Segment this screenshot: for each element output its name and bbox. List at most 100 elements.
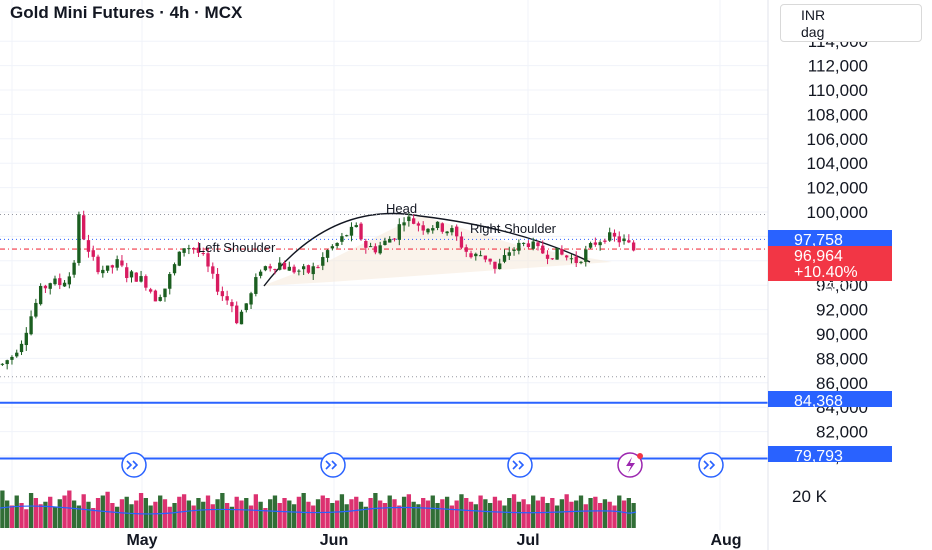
volume-bar	[378, 500, 383, 528]
volume-bar	[421, 498, 426, 528]
volume-bar	[468, 501, 474, 528]
candle-body	[148, 289, 153, 292]
candle-body	[478, 255, 483, 257]
price-tag-support-2: 79,793	[768, 446, 892, 465]
volume-ma-line	[0, 505, 637, 515]
pattern-arc	[263, 212, 591, 287]
candle-body	[373, 246, 378, 253]
candle-body	[445, 231, 449, 234]
head-and-shoulders-pattern	[262, 212, 612, 287]
candle-body	[330, 246, 335, 249]
volume-bar	[602, 499, 608, 528]
volume-bar	[244, 498, 249, 528]
price-tag-current: 96,964+10.40%02:15:32	[768, 246, 892, 297]
event-icon[interactable]	[121, 452, 147, 478]
volume-bar	[406, 494, 412, 528]
annotation-right-shoulder: Right Shoulder	[470, 221, 557, 236]
time-axis[interactable]: May Jun Jul Aug	[126, 532, 741, 549]
candle-body	[53, 278, 57, 285]
volume-bar	[129, 504, 134, 528]
volume-bar	[387, 495, 392, 528]
volume-bar	[210, 504, 215, 528]
candle-body	[268, 266, 272, 269]
candle-body	[545, 254, 550, 259]
candle-body	[521, 242, 526, 244]
candle-body	[354, 225, 358, 228]
chevron-double-right-icon	[325, 460, 338, 470]
volume-bar	[258, 501, 263, 528]
candle-body	[483, 255, 488, 260]
candle-body	[158, 297, 162, 301]
candle-body	[450, 228, 454, 233]
volume-bar	[277, 503, 282, 528]
volume-bar	[320, 495, 325, 528]
volume-bar	[86, 501, 91, 528]
time-tick-label: Aug	[710, 532, 741, 549]
candle-body	[474, 253, 478, 257]
candle-body	[368, 246, 373, 248]
currency-unit-selector[interactable]: INR dag	[780, 4, 922, 42]
candle-body	[627, 240, 631, 243]
candle-body	[388, 238, 392, 243]
volume-bar	[339, 494, 345, 528]
volume-bar	[138, 493, 144, 528]
candle-body	[225, 296, 229, 301]
event-icon[interactable]	[698, 452, 724, 478]
candle-body	[62, 282, 67, 287]
candle-body	[397, 224, 401, 240]
volume-bar	[239, 500, 244, 528]
candle-body	[598, 242, 602, 246]
candle-body	[177, 251, 181, 266]
candle-body	[125, 267, 129, 279]
candles	[0, 210, 636, 370]
volume-bar	[492, 496, 498, 528]
lightning-event-icon[interactable]	[617, 452, 643, 478]
volume-bars	[0, 490, 637, 528]
candle-body	[5, 360, 9, 365]
candle-body	[364, 240, 368, 248]
volume-bar	[9, 505, 15, 528]
lightning-icon	[626, 457, 635, 473]
volume-bar	[621, 500, 627, 528]
candle-body	[455, 226, 459, 237]
event-markers[interactable]	[121, 452, 724, 478]
candle-body	[15, 352, 19, 357]
volume-bar	[234, 496, 239, 528]
volume-bar	[19, 503, 24, 528]
candle-body	[72, 262, 76, 275]
volume-bar	[349, 499, 354, 528]
event-icon[interactable]	[320, 452, 346, 478]
volume-bar	[531, 495, 536, 528]
event-circle	[121, 452, 147, 478]
volume-bar	[5, 500, 10, 528]
volume-bar	[593, 496, 598, 528]
volume-bar	[363, 506, 368, 528]
candle-body	[488, 258, 492, 262]
volume-bar	[148, 505, 153, 528]
price-tag-last-text: 97,758	[794, 232, 843, 249]
volume-bar	[91, 508, 96, 528]
candle-body	[617, 236, 621, 243]
volume-bar	[344, 504, 349, 528]
candle-body	[201, 253, 205, 255]
candle-body	[531, 241, 535, 249]
candle-body	[603, 240, 607, 242]
candle-body	[101, 269, 105, 274]
pattern-annotations: Head Left Shoulder Right Shoulder	[198, 201, 557, 255]
volume-bar	[24, 509, 29, 528]
volume-bar	[62, 495, 67, 528]
volume-bar	[287, 500, 292, 528]
unit-label: dag	[801, 24, 825, 40]
volume-bar	[444, 496, 450, 528]
candle-body	[316, 267, 320, 269]
price-tag-last: 97,758	[768, 230, 892, 249]
candle-body	[249, 293, 253, 305]
volume-bar	[220, 493, 225, 528]
volume-bar	[28, 493, 34, 528]
volume-bar	[71, 500, 77, 528]
candle-body	[10, 356, 14, 360]
candle-body	[325, 250, 330, 258]
volume-bar	[507, 498, 512, 528]
event-icon[interactable]	[507, 452, 533, 478]
